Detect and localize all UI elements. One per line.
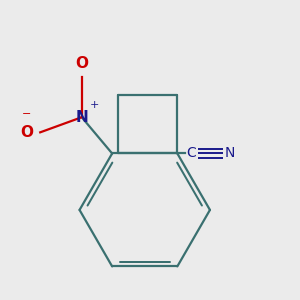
Text: O: O <box>75 56 88 71</box>
Text: O: O <box>20 125 33 140</box>
Text: N: N <box>75 110 88 125</box>
Text: C: C <box>186 146 196 161</box>
Text: N: N <box>225 146 235 161</box>
Text: +: + <box>90 100 99 110</box>
Text: −: − <box>22 110 31 119</box>
